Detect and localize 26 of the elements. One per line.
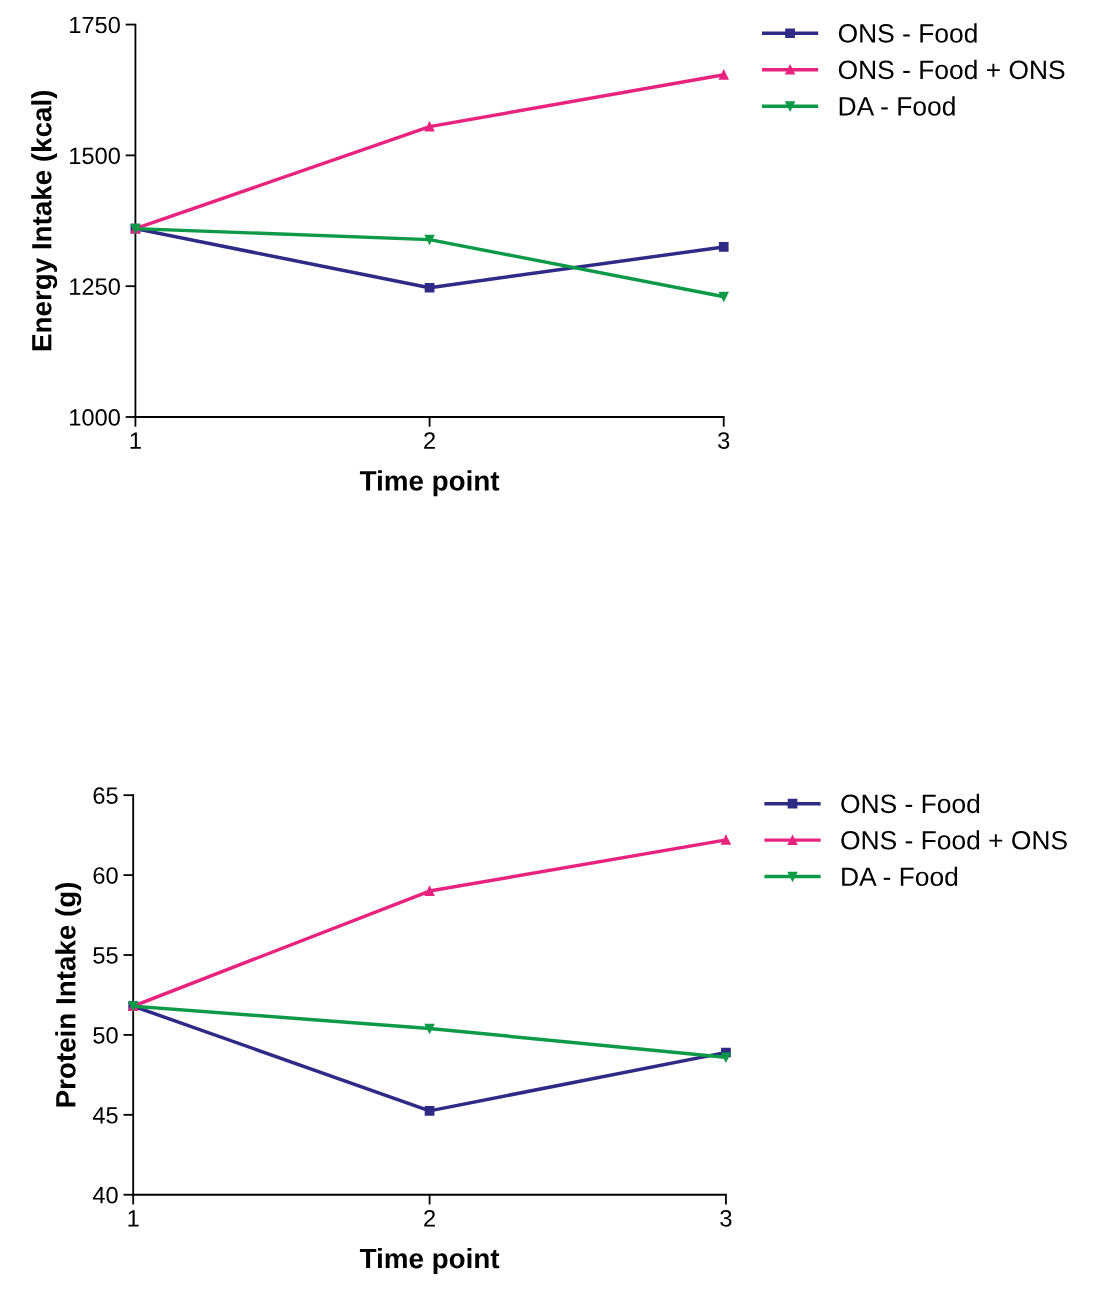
y-tick-label: 65 xyxy=(93,787,118,804)
legend-label: ONS - Food + ONS xyxy=(838,59,1065,80)
legend-label: DA - Food xyxy=(842,866,958,887)
x-tick-label: 3 xyxy=(718,432,730,449)
x-tick-label: 2 xyxy=(424,432,435,449)
y-tick-label: 1500 xyxy=(70,147,120,165)
y-tick-label: 60 xyxy=(93,867,118,884)
y-tick-label: 1000 xyxy=(70,409,120,426)
x-tick-label: 1 xyxy=(130,432,141,449)
x-tick-label: 1 xyxy=(128,1210,139,1227)
x-tick-label: 2 xyxy=(424,1209,435,1227)
x-axis-title: Time point xyxy=(359,1247,500,1274)
y-tick-label: 40 xyxy=(92,1186,118,1204)
legend-label: ONS - Food + ONS xyxy=(841,830,1067,850)
x-axis-title: Time point xyxy=(359,470,500,497)
x-tick-label: 3 xyxy=(720,1209,732,1227)
y-axis-title: Protein Intake (g) xyxy=(55,882,82,1107)
y-tick-label: 1750 xyxy=(70,16,120,34)
y-tick-label: 50 xyxy=(93,1026,118,1044)
y-tick-label: 55 xyxy=(93,947,118,964)
legend-label: DA - Food xyxy=(839,96,955,116)
legend-label: ONS - Food xyxy=(841,793,980,814)
y-tick-label: 45 xyxy=(92,1107,118,1124)
y-tick-label: 1250 xyxy=(70,278,120,295)
legend-label: ONS - Food xyxy=(838,23,977,43)
y-axis-title: Energy Intake (kcal) xyxy=(31,90,58,351)
